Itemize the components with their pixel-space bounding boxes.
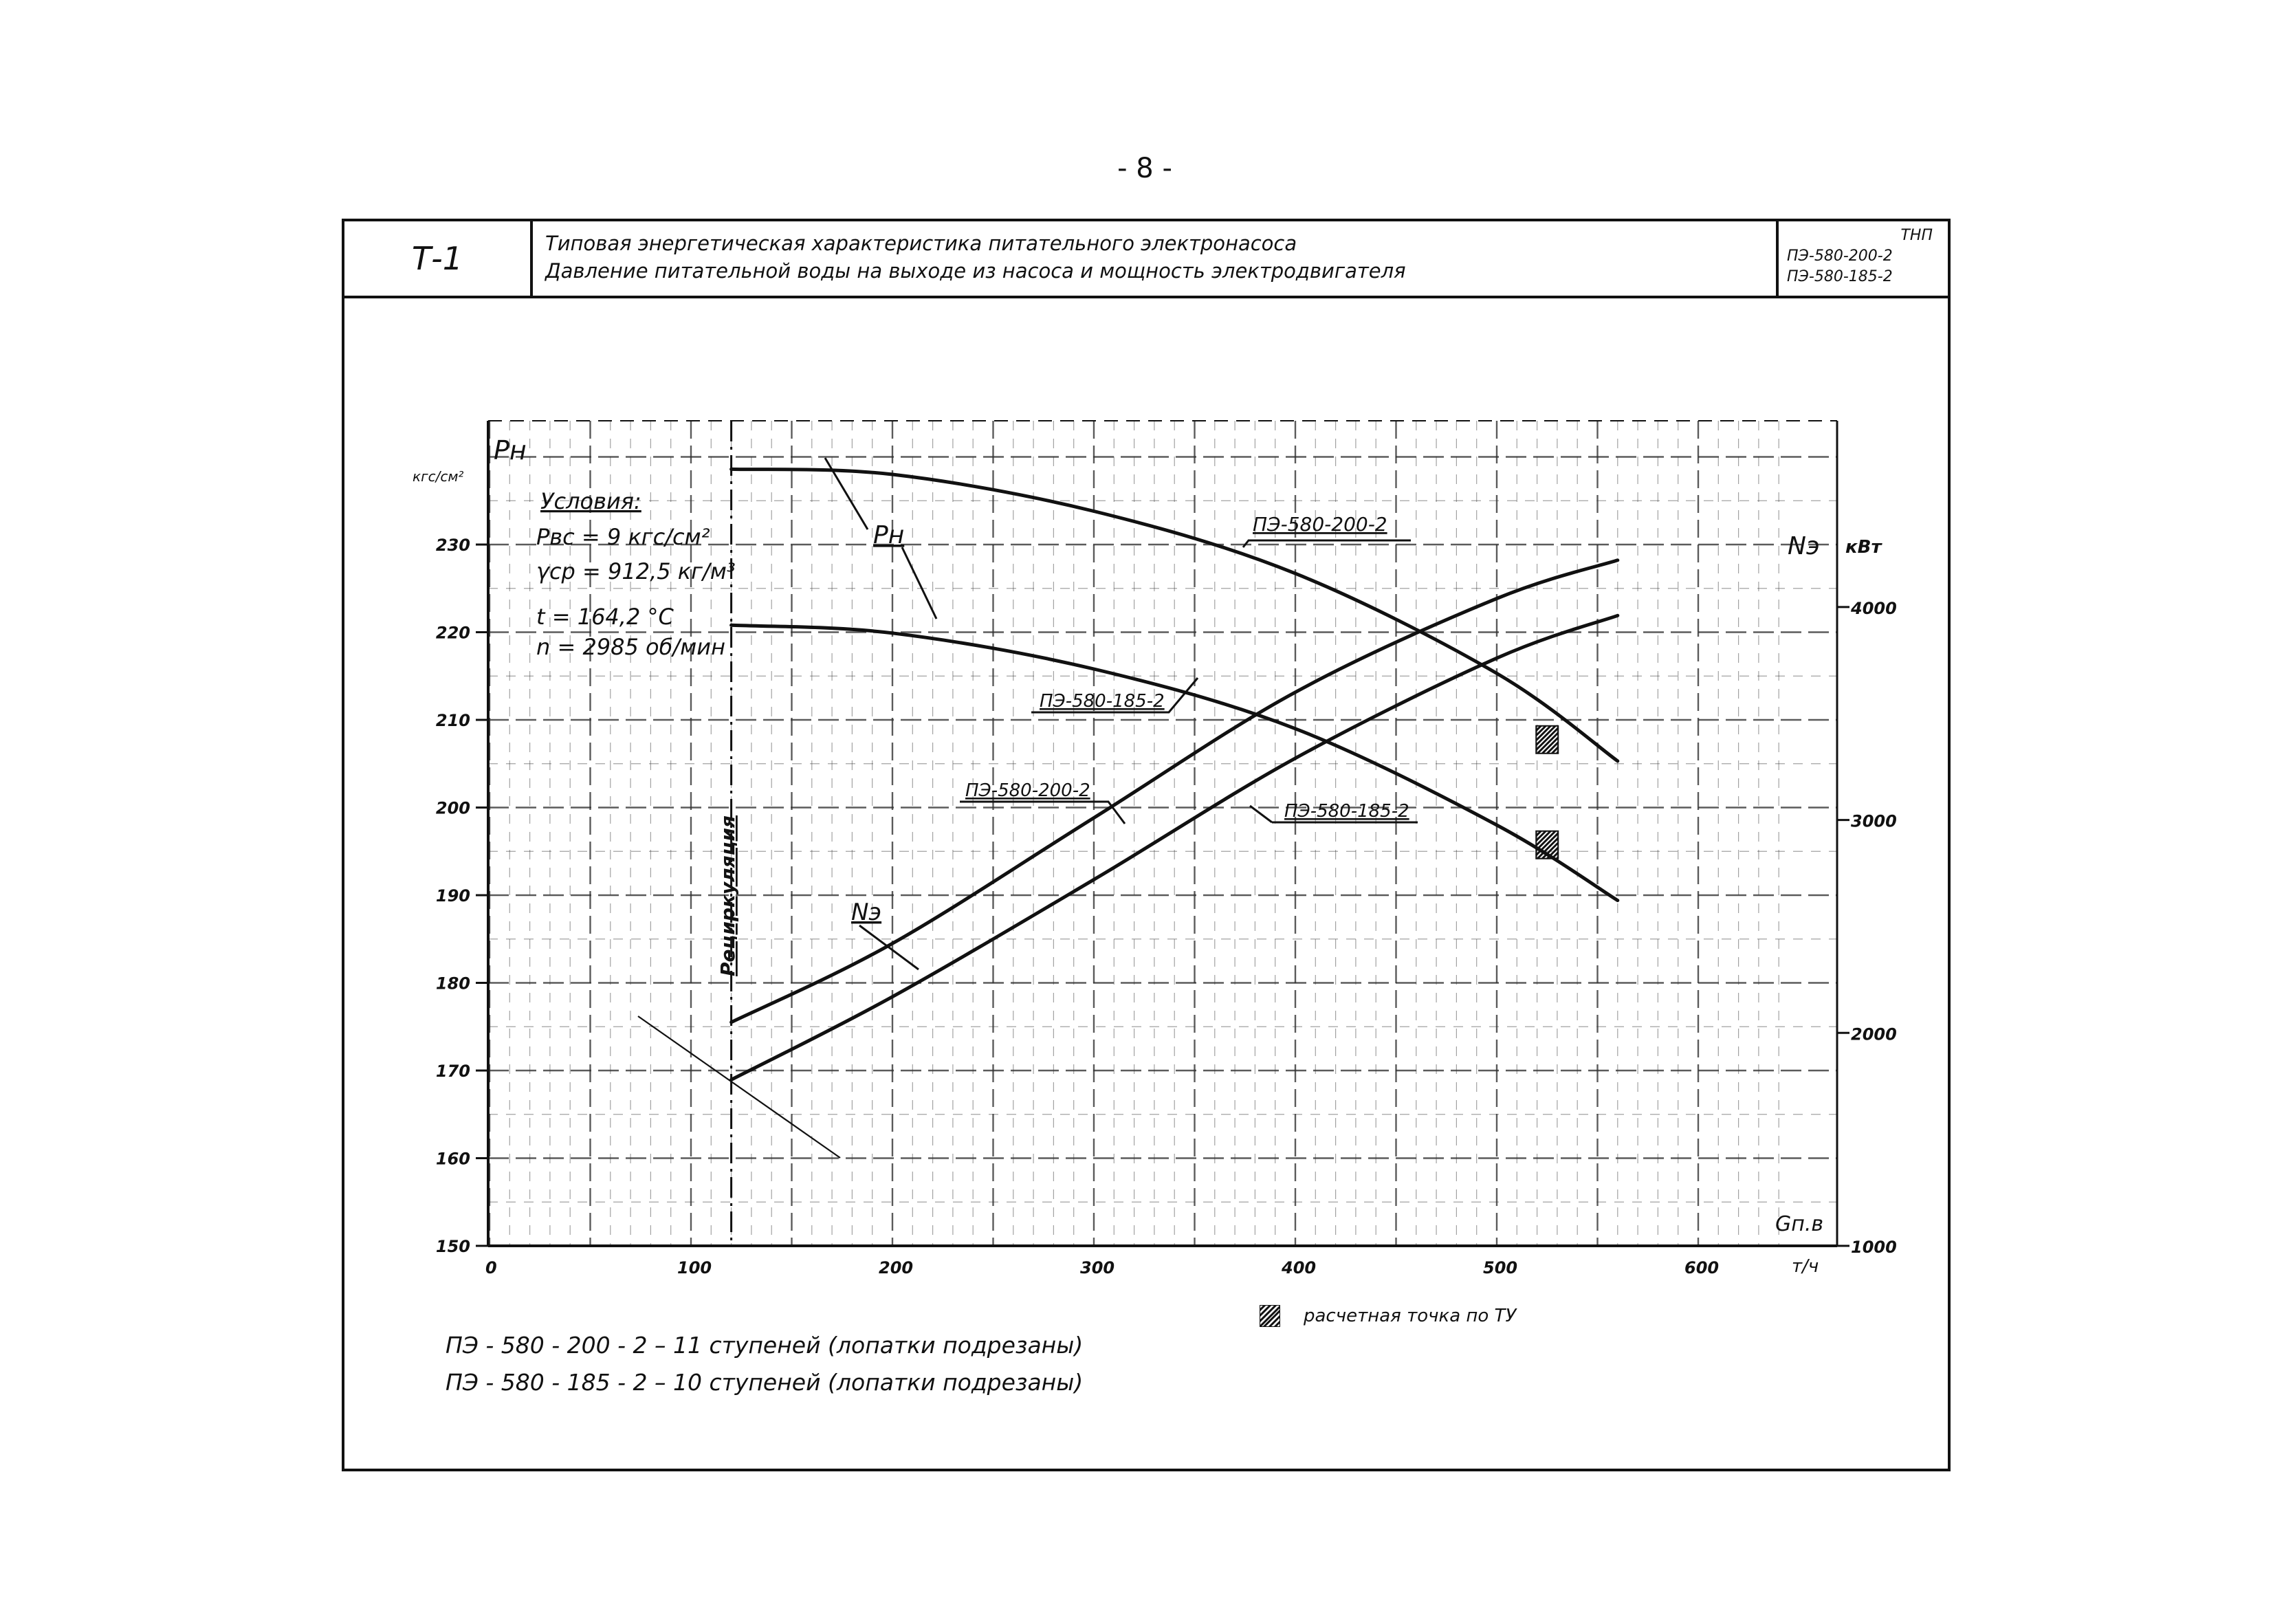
y-left-tick-label: 190 <box>436 886 470 906</box>
y-left-tick-label: 180 <box>436 974 470 994</box>
x-tick-label: 200 <box>879 1258 913 1277</box>
ne-185-leader-tail <box>1249 804 1273 824</box>
y-left-tick-label: 150 <box>436 1237 470 1256</box>
y-right-tick-label: 2000 <box>1851 1024 1897 1044</box>
y-right-axis-title: Nэ <box>1788 532 1820 560</box>
y-left-unit: кгс/см² <box>413 468 463 485</box>
design-point-hatch <box>1541 736 1559 754</box>
y-left-tick-label: 170 <box>436 1062 470 1081</box>
legend-note: расчетная точка по ТУ <box>1260 1305 1516 1327</box>
design-point-hatch <box>1551 746 1559 754</box>
design-point-hatch <box>1551 851 1559 859</box>
y-left-tick-label: 220 <box>436 624 470 643</box>
pn-185-leader <box>1031 677 1199 714</box>
sketch-line <box>637 1016 841 1159</box>
series-line-1 <box>729 623 1620 903</box>
ne-185-label: ПЭ-580-185-2 <box>1284 801 1409 822</box>
model-cell: ТНП ПЭ-580-200-2 ПЭ-580-185-2 <box>1781 221 1946 296</box>
design-point-1 <box>1535 830 1559 859</box>
title-block: Т-1 Типовая энергетическая характеристик… <box>344 221 1948 298</box>
pn-leader-185 <box>901 547 938 619</box>
legend-note-text: расчетная точка по ТУ <box>1304 1306 1517 1326</box>
design-point-hatch <box>1535 830 1547 842</box>
design-point-hatch <box>1535 832 1559 856</box>
y-left-tick-label: 230 <box>436 536 470 555</box>
y-left-axis-title: Pн <box>494 435 527 465</box>
x-tick-label: 300 <box>1080 1258 1114 1277</box>
pn-185-label: ПЭ-580-185-2 <box>1040 691 1165 712</box>
y-right-tick-label: 4000 <box>1850 599 1897 618</box>
y-left-tick-label: 160 <box>436 1150 470 1169</box>
drawing-sheet: Т-1 Типовая энергетическая характеристик… <box>342 219 1951 1471</box>
model-1: ПЭ-580-200-2 <box>1787 248 1893 265</box>
conditions-heading: Условия: <box>540 488 641 514</box>
conditions-line-1: Pвс = 9 кгс/см² <box>536 524 710 550</box>
footnotes: ПЭ - 580 - 200 - 2 – 11 ступеней (лопатк… <box>446 1327 1083 1401</box>
annotation-layer: Рециркуляция Pн ПЭ-580-200-2 ПЭ-580-185-2 Nэ… <box>536 421 1559 1246</box>
design-point-hatch <box>1535 830 1557 851</box>
design-point-hatch <box>1535 725 1547 736</box>
pn-label: Pн <box>873 521 904 549</box>
design-point-hatch <box>1535 727 1559 751</box>
footnote-1: ПЭ - 580 - 200 - 2 – 11 ступеней (лопатк… <box>446 1332 1084 1359</box>
series-label: ТНП <box>1900 227 1933 244</box>
x-tick-label: 100 <box>677 1258 712 1277</box>
y-right-tick-label: 1000 <box>1851 1238 1897 1257</box>
x-axis-unit: т/ч <box>1792 1256 1819 1277</box>
design-point-hatch <box>1556 856 1559 859</box>
design-point-0 <box>1535 725 1559 754</box>
ne-200-label: ПЭ-580-200-2 <box>965 780 1090 801</box>
pn-leader-200 <box>824 457 869 530</box>
series-line-0 <box>729 467 1620 763</box>
ne-200-leader <box>960 800 1126 824</box>
x-tick-label: 400 <box>1281 1258 1316 1277</box>
conditions-line-2: γср = 912,5 кг/м³ <box>536 558 736 584</box>
x-tick-label: 0 <box>485 1258 497 1277</box>
model-2: ПЭ-580-185-2 <box>1787 268 1893 285</box>
ne-label: Nэ <box>851 899 881 926</box>
design-point-hatch <box>1535 725 1542 732</box>
y-left-tick-label: 200 <box>436 799 470 818</box>
x-axis-title: Gп.в <box>1775 1212 1823 1236</box>
design-point-hatch <box>1546 846 1559 859</box>
series-line-3 <box>729 613 1620 1082</box>
curve-layer <box>729 467 1620 1082</box>
design-point-hatch <box>1546 741 1559 754</box>
pn-200-leader <box>1242 539 1411 548</box>
title-text: Типовая энергетическая характеристика пи… <box>536 221 1779 296</box>
x-tick-label: 500 <box>1483 1258 1517 1277</box>
design-point-hatch-icon <box>1260 1305 1280 1327</box>
sheet-code: Т-1 <box>344 221 533 296</box>
conditions-line-4: n = 2985 об/мин <box>536 634 725 660</box>
recirculation-label: Рециркуляция <box>716 815 739 976</box>
axis-layer: 1501601701801902002102202301000200030004… <box>413 420 1897 1277</box>
y-right-unit: кВт <box>1845 537 1882 558</box>
ne-leader <box>859 924 919 971</box>
design-point-hatch <box>1535 830 1542 837</box>
design-point-hatch <box>1541 842 1559 859</box>
conditions-line-3: t = 164,2 °С <box>536 604 674 630</box>
pn-200-label: ПЭ-580-200-2 <box>1253 513 1387 536</box>
footnote-2: ПЭ - 580 - 185 - 2 – 10 ступеней (лопатк… <box>446 1369 1084 1396</box>
x-tick-label: 600 <box>1684 1258 1719 1277</box>
design-point-hatch <box>1535 725 1557 746</box>
page-number: - 8 - <box>1117 153 1172 184</box>
y-right-tick-label: 3000 <box>1851 812 1897 831</box>
design-point-hatch <box>1556 751 1559 754</box>
y-left-tick-label: 210 <box>436 711 470 730</box>
grid-layer <box>488 421 1837 1247</box>
title-line-1: Типовая энергетическая характеристика пи… <box>545 232 1297 255</box>
design-point-hatch <box>1535 830 1552 846</box>
design-point-hatch <box>1537 837 1559 859</box>
design-point-hatch <box>1535 725 1552 741</box>
title-line-2: Давление питательной воды на выходе из н… <box>545 259 1406 283</box>
design-point-hatch <box>1537 732 1559 754</box>
